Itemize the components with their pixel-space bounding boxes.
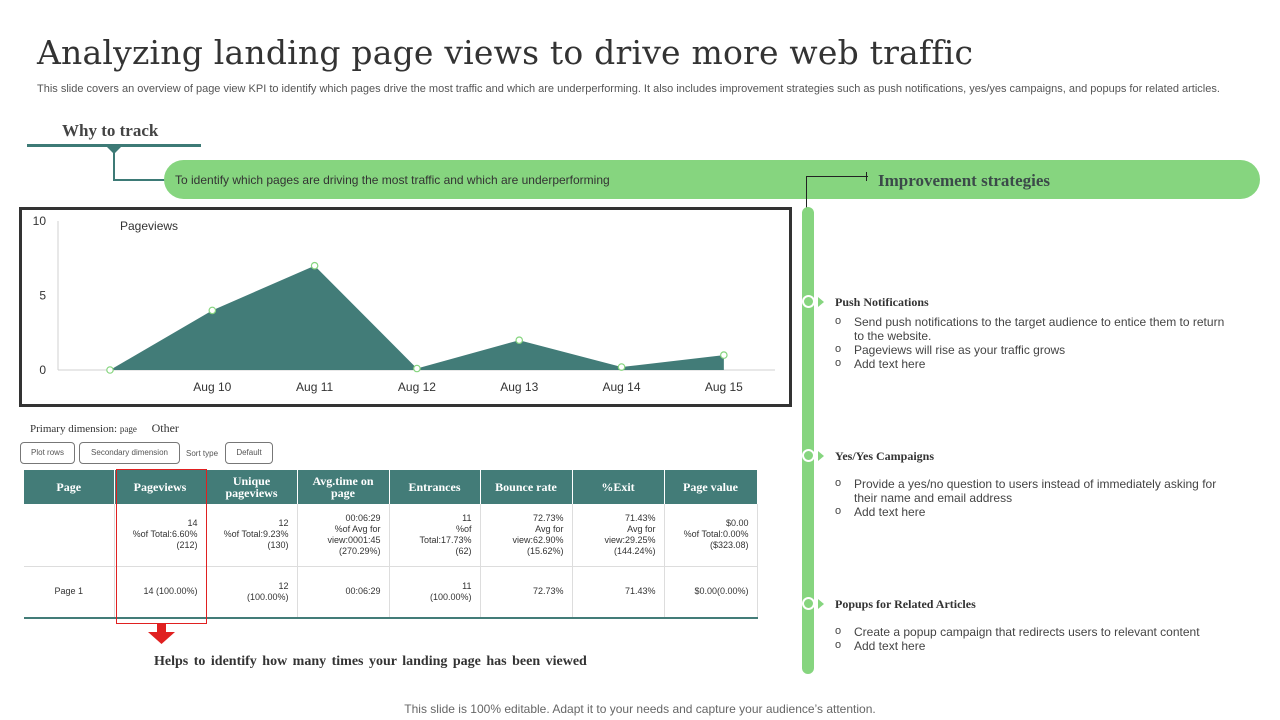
- table-cell: $0.00(0.00%): [664, 566, 758, 619]
- red-down-arrow-icon: [148, 624, 175, 644]
- table-row: Page 1 14 (100.00%) 12 (100.00%) 00:06:2…: [24, 566, 758, 619]
- table-cell: 12 (100.00%): [206, 566, 298, 619]
- strategy-bullets-push-notifications: Send push notifications to the target au…: [835, 314, 1230, 371]
- table-cell: 72.73% Avg for view:62.90% (15.62%): [480, 504, 573, 567]
- bullet-item: Add text here: [835, 638, 1230, 653]
- primary-dimension: Primary dimension: page Other: [30, 421, 179, 436]
- x-tick-label: Aug 13: [500, 380, 538, 394]
- table-cell: 14 (100.00%): [114, 566, 207, 619]
- other-dimension-link[interactable]: Other: [151, 421, 179, 435]
- strategy-bullets-popups: Create a popup campaign that redirects u…: [835, 624, 1230, 653]
- pointer-icon: [818, 297, 824, 307]
- x-tick-label: Aug 11: [296, 380, 333, 394]
- y-tick-label: 0: [39, 363, 46, 377]
- column-header[interactable]: Bounce rate: [480, 470, 573, 504]
- pageviews-chart-svg: 0 5 10 Aug 10 Aug 11 Aug 12 Aug 13 Aug 14 Aug 15…: [33, 214, 775, 394]
- table-cell: 00:06:29: [297, 566, 390, 619]
- why-track-banner: [164, 160, 1260, 199]
- data-point: [617, 363, 626, 371]
- callout-text: Helps to identify how many times your la…: [154, 654, 587, 669]
- x-tick-label: Aug 12: [398, 380, 436, 394]
- pageviews-chart: 0 5 10 Aug 10 Aug 11 Aug 12 Aug 13 Aug 14 Aug 15…: [19, 207, 792, 407]
- y-tick-label: 5: [39, 289, 46, 303]
- bullet-item: Pageviews will rise as your traffic grow…: [835, 342, 1230, 357]
- strategies-timeline: [802, 207, 814, 674]
- primary-dimension-value[interactable]: page: [119, 424, 137, 434]
- series-legend-label: Pageviews: [120, 219, 178, 233]
- strategy-title-yes-yes-campaigns: Yes/Yes Campaigns: [835, 449, 935, 463]
- sort-type-label: Sort type: [186, 449, 219, 458]
- table-cell: 11 (100.00%): [389, 566, 481, 619]
- table-cell: 11 %of Total:17.73% (62): [389, 504, 481, 567]
- column-header[interactable]: Pageviews: [114, 470, 207, 504]
- data-point: [413, 364, 421, 373]
- table-header-row: Page Pageviews Unique pageviews Avg.time…: [24, 470, 758, 504]
- improvement-strategies-heading: Improvement strategies: [878, 171, 1051, 190]
- column-header[interactable]: Entrances: [389, 470, 481, 504]
- data-point: [310, 261, 319, 270]
- timeline-node-icon: [802, 295, 815, 308]
- data-point: [515, 336, 524, 345]
- timeline-node-icon: [802, 449, 815, 462]
- strategy-bullets-yes-yes-campaigns: Provide a yes/no question to users inste…: [835, 476, 1230, 519]
- connector-line: [806, 176, 868, 177]
- table-cell: 71.43%: [572, 566, 665, 619]
- column-header[interactable]: %Exit: [572, 470, 665, 504]
- strategy-title-push-notifications: Push Notifications: [835, 295, 929, 309]
- column-header[interactable]: Avg.time on page: [297, 470, 390, 504]
- bullet-item: Provide a yes/no question to users inste…: [835, 476, 1230, 505]
- pageviews-highlight-box: [116, 469, 207, 624]
- pointer-icon: [818, 599, 824, 609]
- column-header[interactable]: Unique pageviews: [206, 470, 298, 504]
- x-tick-label: Aug 14: [603, 380, 641, 394]
- sort-default-button[interactable]: Default: [225, 442, 273, 464]
- table-cell: [24, 504, 115, 567]
- column-header[interactable]: Page value: [664, 470, 758, 504]
- table-cell: 00:06:29 %of Avg for view:0001:45 (270.2…: [297, 504, 390, 567]
- area-series: [110, 265, 724, 370]
- primary-dimension-label: Primary dimension:: [30, 423, 118, 435]
- data-point: [208, 306, 217, 315]
- table-cell: $0.00 %of Total:0.00% ($323.08): [664, 504, 758, 567]
- page-subtitle: This slide covers an overview of page vi…: [37, 83, 1220, 95]
- connector-tick: [866, 172, 867, 181]
- x-tick-label: Aug 15: [705, 380, 743, 394]
- why-track-text: To identify which pages are driving the …: [175, 173, 610, 187]
- connector-line: [113, 152, 115, 181]
- column-header[interactable]: Page: [24, 470, 115, 504]
- footer-note: This slide is 100% editable. Adapt it to…: [404, 702, 876, 716]
- why-track-underline: [27, 144, 201, 147]
- table-cell-page-link[interactable]: Page 1: [24, 566, 115, 619]
- secondary-dimension-button[interactable]: Secondary dimension: [79, 442, 180, 464]
- data-point: [106, 366, 114, 374]
- x-tick-label: Aug 10: [193, 380, 231, 394]
- bullet-item: Create a popup campaign that redirects u…: [835, 624, 1230, 639]
- plot-rows-button[interactable]: Plot rows: [20, 442, 75, 464]
- connector-line: [113, 179, 169, 181]
- bullet-item: Add text here: [835, 356, 1230, 371]
- pointer-icon: [818, 451, 824, 461]
- table-cell: 12 %of Total:9.23% (130): [206, 504, 298, 567]
- bullet-item: Send push notifications to the target au…: [835, 314, 1230, 343]
- bullet-item: Add text here: [835, 504, 1230, 519]
- timeline-node-icon: [802, 597, 815, 610]
- analytics-table: Page Pageviews Unique pageviews Avg.time…: [24, 470, 758, 619]
- table-cell: 71.43% Avg for view:29.25% (144.24%): [572, 504, 665, 567]
- table-cell: 14 %of Total:6.60% (212): [114, 504, 207, 567]
- strategy-title-popups: Popups for Related Articles: [835, 597, 976, 611]
- table-cell: 72.73%: [480, 566, 573, 619]
- y-tick-label: 10: [33, 214, 47, 228]
- page-title: Analyzing landing page views to drive mo…: [37, 33, 974, 72]
- table-row: 14 %of Total:6.60% (212) 12 %of Total:9.…: [24, 504, 758, 567]
- data-point: [720, 351, 728, 359]
- down-arrow-icon: [107, 147, 121, 154]
- why-track-heading: Why to track: [62, 121, 159, 140]
